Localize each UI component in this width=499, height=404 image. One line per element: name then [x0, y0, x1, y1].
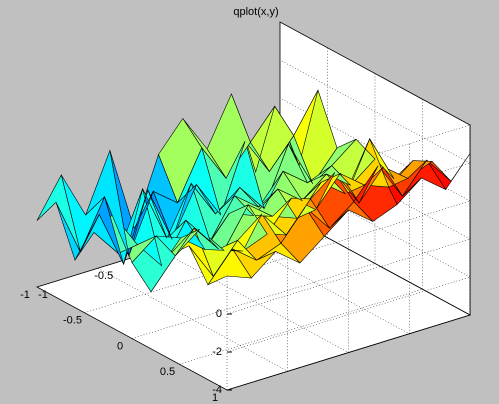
grid-line: [36, 211, 281, 288]
y-tick-label: -1: [20, 289, 30, 301]
y-tick-label: 0: [117, 340, 123, 352]
grid-line: [226, 238, 471, 315]
grid-line: [279, 59, 471, 164]
grid-line: [158, 249, 349, 353]
y-tick-label: 1: [212, 392, 218, 404]
x-tick-label: -0.5: [94, 270, 113, 282]
plot-area: [36, 89, 471, 293]
y-tick-label: 0.5: [160, 366, 175, 378]
grid-line: [226, 276, 471, 353]
surface-face: [36, 174, 81, 252]
x-tick-label: -1: [38, 289, 48, 301]
chart-title: qplot(x,y): [233, 6, 278, 18]
z-tick-label: 0: [216, 308, 222, 320]
grid-line: [179, 289, 423, 365]
y-tick-label: -0.5: [63, 315, 82, 327]
z-tick-label: -4: [212, 384, 222, 396]
grid-line: [226, 314, 471, 391]
grid-line: [226, 200, 471, 277]
z-tick-label: -2: [212, 346, 222, 358]
grid-line: [84, 237, 328, 313]
grid-line: [131, 263, 376, 339]
